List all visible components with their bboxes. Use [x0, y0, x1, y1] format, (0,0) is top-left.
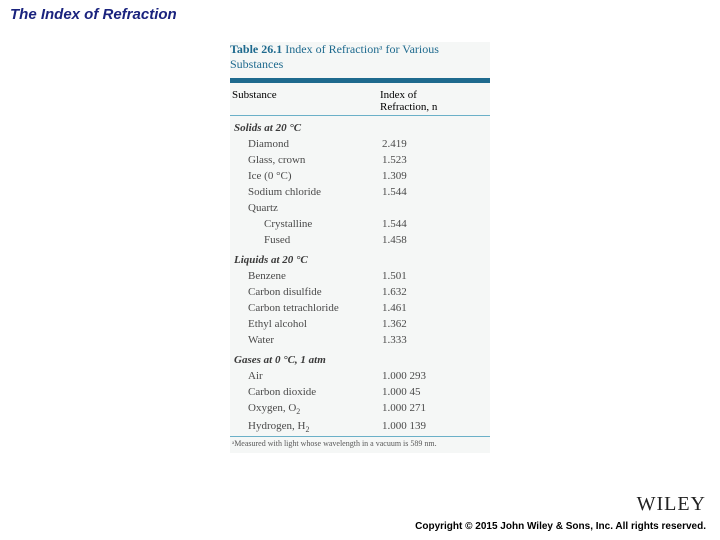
slide-title: The Index of Refraction: [10, 6, 177, 23]
table-top-rule: [230, 78, 490, 83]
value-cell: 1.333: [380, 334, 490, 346]
value-cell: 1.544: [380, 186, 490, 198]
copyright-text: Copyright © 2015 John Wiley & Sons, Inc.…: [415, 521, 706, 532]
value-cell: 1.501: [380, 270, 490, 282]
refraction-table: Table 26.1 Index of Refractionᵃ for Vari…: [230, 42, 490, 453]
substance-cell: Benzene: [230, 270, 380, 282]
substance-cell: Sodium chloride: [230, 186, 380, 198]
wiley-logo: WILEY: [637, 493, 706, 516]
table-row: Air1.000 293: [230, 368, 490, 384]
substance-cell: Ice (0 °C): [230, 170, 380, 182]
table-row: Carbon disulfide1.632: [230, 284, 490, 300]
substance-cell: Crystalline: [230, 218, 380, 230]
table-row: Ice (0 °C)1.309: [230, 168, 490, 184]
table-caption: Table 26.1 Index of Refractionᵃ for Vari…: [230, 42, 490, 72]
value-cell: 1.000 293: [380, 370, 490, 382]
value-cell: 1.000 271: [380, 402, 490, 416]
value-cell: 1.458: [380, 234, 490, 246]
value-cell: 1.309: [380, 170, 490, 182]
substance-cell: Carbon disulfide: [230, 286, 380, 298]
col-head-index: Index of Refraction, n: [380, 89, 490, 113]
table-row: Fused1.458: [230, 232, 490, 248]
value-cell: 2.419: [380, 138, 490, 150]
table-header-row: Substance Index of Refraction, n: [230, 85, 490, 115]
substance-cell: Hydrogen, H2: [230, 420, 380, 434]
value-cell: 1.632: [380, 286, 490, 298]
table-row: Crystalline1.544: [230, 216, 490, 232]
col-head-substance: Substance: [230, 89, 380, 113]
substance-cell: Quartz: [230, 202, 380, 214]
value-cell: [380, 202, 490, 214]
table-footnote: ᵃMeasured with light whose wavelength in…: [230, 437, 490, 453]
substance-cell: Water: [230, 334, 380, 346]
value-cell: 1.000 139: [380, 420, 490, 434]
table-row: Quartz: [230, 200, 490, 216]
table-row: Carbon tetrachloride1.461: [230, 300, 490, 316]
table-row: Ethyl alcohol1.362: [230, 316, 490, 332]
col-head-line1: Index of: [380, 89, 417, 101]
table-row: Carbon dioxide1.000 45: [230, 384, 490, 400]
substance-cell: Fused: [230, 234, 380, 246]
value-cell: 1.523: [380, 154, 490, 166]
table-row: Benzene1.501: [230, 268, 490, 284]
table-row: Glass, crown1.523: [230, 152, 490, 168]
value-cell: 1.000 45: [380, 386, 490, 398]
substance-cell: Oxygen, O2: [230, 402, 380, 416]
table-section-head: Solids at 20 °C: [230, 116, 490, 136]
value-cell: 1.362: [380, 318, 490, 330]
table-row: Sodium chloride1.544: [230, 184, 490, 200]
table-section-head: Gases at 0 °C, 1 atm: [230, 348, 490, 368]
value-cell: 1.461: [380, 302, 490, 314]
slide: The Index of Refraction Table 26.1 Index…: [0, 0, 720, 540]
table-row: Hydrogen, H21.000 139: [230, 418, 490, 436]
table-row: Diamond2.419: [230, 136, 490, 152]
table-row: Water1.333: [230, 332, 490, 348]
table-row: Oxygen, O21.000 271: [230, 400, 490, 418]
value-cell: 1.544: [380, 218, 490, 230]
table-caption-label: Table 26.1: [230, 42, 282, 56]
substance-cell: Carbon dioxide: [230, 386, 380, 398]
substance-cell: Air: [230, 370, 380, 382]
substance-cell: Glass, crown: [230, 154, 380, 166]
col-head-line2: Refraction, n: [380, 101, 437, 113]
substance-cell: Carbon tetrachloride: [230, 302, 380, 314]
table-section-head: Liquids at 20 °C: [230, 248, 490, 268]
substance-cell: Ethyl alcohol: [230, 318, 380, 330]
substance-cell: Diamond: [230, 138, 380, 150]
table-body: Solids at 20 °CDiamond2.419Glass, crown1…: [230, 116, 490, 436]
